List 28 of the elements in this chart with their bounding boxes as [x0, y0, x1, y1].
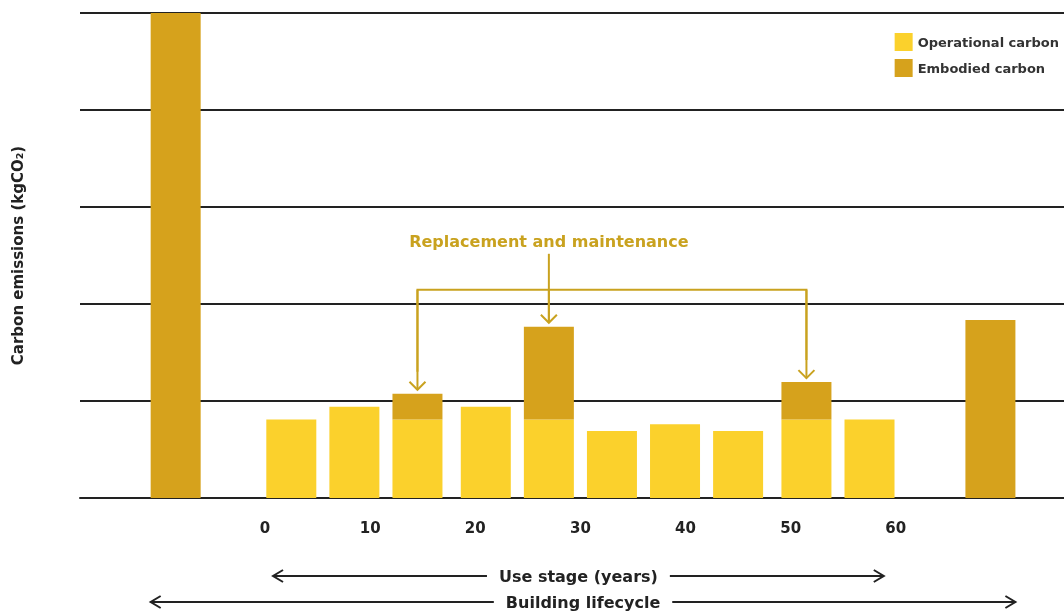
y-axis-title: Carbon emissions (kgCO₂) [8, 145, 27, 366]
text: Use stage (years) [498, 566, 658, 586]
bar [781, 419, 832, 498]
legend-label: Embodied carbon [917, 60, 1046, 76]
bar [523, 326, 574, 420]
x-tick-label: 40 [675, 518, 696, 537]
x-tick-label: 60 [885, 518, 907, 537]
annotation: Replacement and maintenance [409, 232, 689, 252]
bar [965, 320, 1016, 498]
x-tick-label: 10 [359, 518, 381, 537]
x-tick-label: 0 [259, 518, 271, 537]
x-tick-label: 30 [569, 518, 591, 537]
bar [392, 393, 443, 420]
bar [650, 424, 701, 498]
bar [329, 406, 380, 498]
legend-label: Operational carbon [917, 34, 1060, 50]
bar [460, 406, 511, 498]
x-tick-label: 50 [780, 518, 802, 537]
bar [781, 382, 832, 420]
bar [523, 419, 574, 498]
bar [713, 431, 764, 498]
x-tick-label: 20 [464, 518, 486, 537]
bar [266, 419, 317, 498]
text: Building lifecycle [505, 592, 661, 612]
bar [586, 431, 637, 498]
bar [844, 419, 895, 498]
bar [392, 419, 443, 498]
bar [150, 13, 201, 498]
